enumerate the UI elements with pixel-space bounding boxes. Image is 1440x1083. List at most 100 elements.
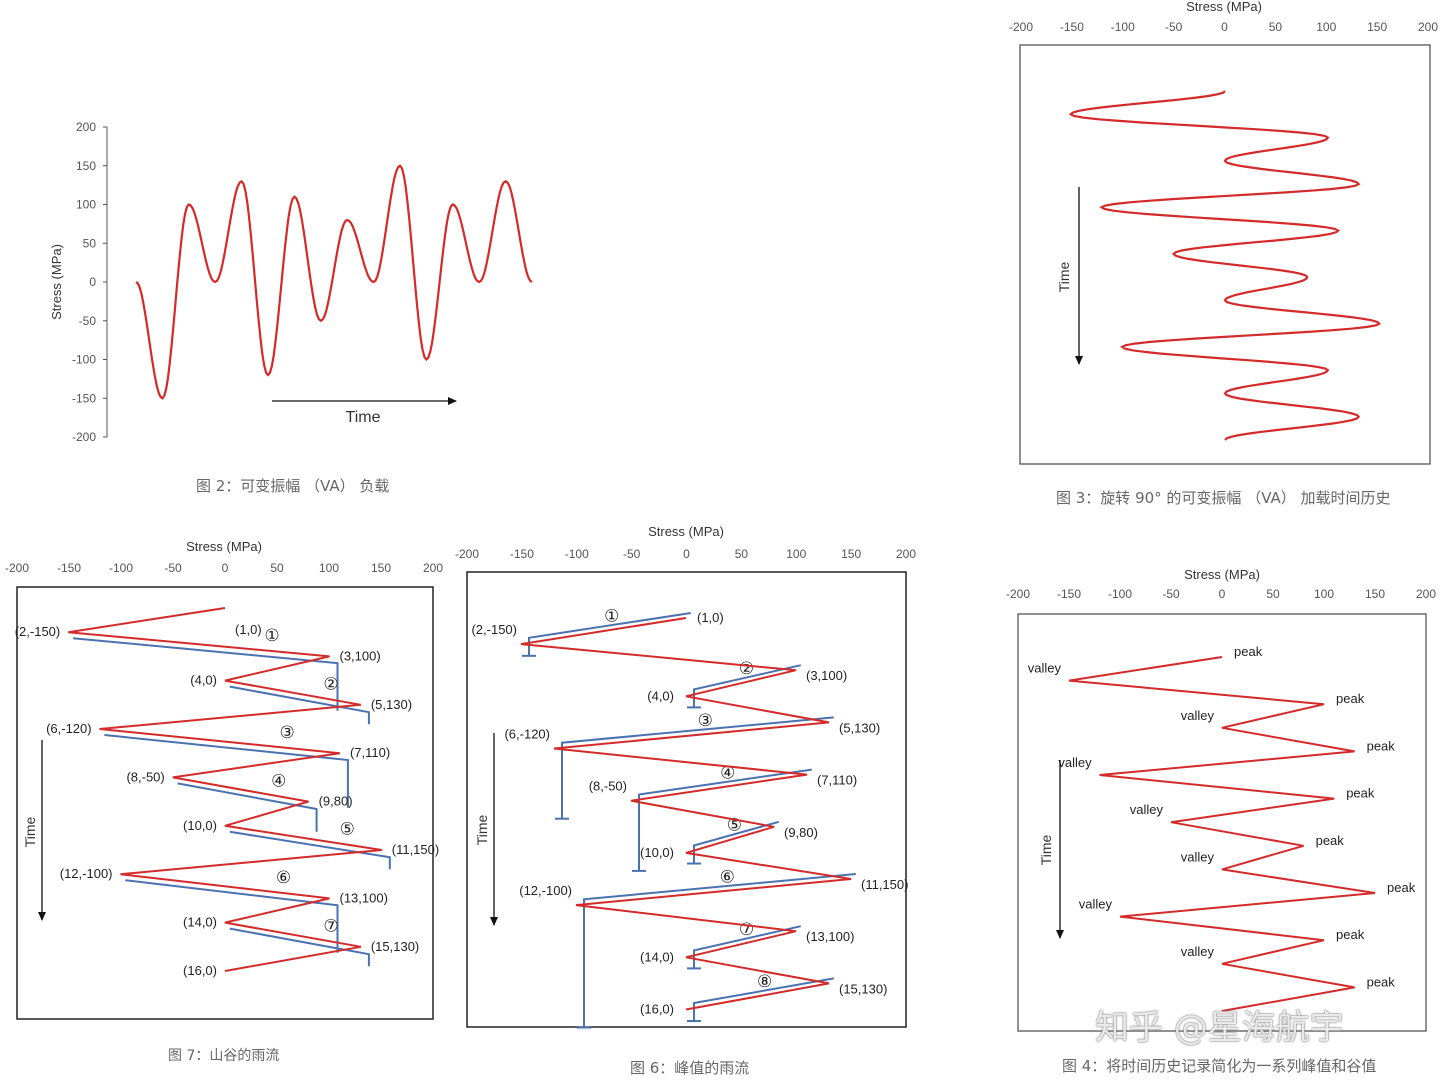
fig7-point-label: (12,-100) <box>60 866 113 881</box>
fig6-point-label: (1,0) <box>697 610 724 625</box>
fig6-cycle-number: ③ <box>698 711 713 730</box>
fig7-point-label: (10,0) <box>183 818 217 833</box>
fig7-rainflow-path <box>229 830 391 870</box>
fig6-tick-label: 100 <box>786 547 806 561</box>
fig6-cycle-number: ⑥ <box>720 868 735 887</box>
fig4-tick-label: 200 <box>1416 587 1436 601</box>
fig6-tick-label: 200 <box>896 547 916 561</box>
fig6-xlabel: Stress (MPa) <box>648 524 724 539</box>
fig7-point-label: (4,0) <box>190 673 217 688</box>
fig3-xlabel: Stress (MPa) <box>1186 0 1262 14</box>
fig3-series-line <box>1068 90 1382 441</box>
fig6-point-label: (2,-150) <box>471 622 517 637</box>
fig4-plot-frame <box>1017 613 1427 1032</box>
fig7-rainflow-paths: ① ② ③ ④ ⑤ ⑥ ⑦ <box>72 626 391 967</box>
fig4-tick-label: 100 <box>1314 587 1334 601</box>
fig6-rainflow-path <box>693 977 834 1021</box>
fig7-tick-label: -100 <box>109 561 133 575</box>
fig7-point-label: (5,130) <box>371 697 412 712</box>
fig6-point-label: (11,150) <box>861 877 908 892</box>
fig6-series-line <box>520 617 852 1011</box>
fig4-tick-label: 150 <box>1365 587 1385 601</box>
fig2-ylabel: Stress (MPa) <box>49 244 64 320</box>
fig7-tick-label: 50 <box>270 561 284 575</box>
fig7-point-label: (9,80) <box>319 794 353 809</box>
fig4-peak-label: peak <box>1316 833 1345 848</box>
fig3-x-ticks: -200 -150 -100 -50 0 50 100 150 200 <box>1009 20 1438 34</box>
fig6-plot-frame <box>466 571 907 1028</box>
fig2-tick-label: 150 <box>76 159 96 173</box>
fig7-ylabel: Time <box>22 816 38 847</box>
fig6-point-label: (8,-50) <box>589 779 627 794</box>
fig4-caption: 图 4：将时间历史记录简化为一系列峰值和谷值 <box>1062 1057 1377 1075</box>
fig7-point-label: (7,110) <box>350 745 390 760</box>
fig4-x-ticks: -200 -150 -100 -50 0 50 100 150 200 <box>1006 587 1436 601</box>
fig2-tick-label: 200 <box>76 120 96 134</box>
fig6-tick-label: -100 <box>565 547 589 561</box>
fig4-valley-label: valley <box>1028 661 1062 676</box>
fig6-rainflow-path <box>693 664 802 708</box>
fig4-tick-label: -100 <box>1108 587 1132 601</box>
fig4-series-line <box>1068 656 1376 1012</box>
watermark: 知乎 @星海航宇 <box>1095 1008 1344 1048</box>
fig2-tick-label: -50 <box>79 314 97 328</box>
fig7-point-label: (6,-120) <box>46 721 92 736</box>
fig6-x-ticks: -200 -150 -100 -50 0 50 100 150 200 <box>455 547 916 561</box>
fig6-cycle-number: ① <box>604 607 619 626</box>
fig7-rainflow-path <box>72 637 339 711</box>
fig6-caption: 图 6：峰值的雨流 <box>630 1059 750 1077</box>
fig4-valley-label: valley <box>1130 802 1164 817</box>
fig6-point-label: (10,0) <box>640 845 674 860</box>
fig2-tick-label: -150 <box>72 391 96 405</box>
fig7-rainflow-path <box>177 782 318 832</box>
fig4-peak-label: peak <box>1234 644 1263 659</box>
fig6-tick-label: 50 <box>735 547 749 561</box>
fig3-tick-label: 150 <box>1367 20 1387 34</box>
fig4-peak-label: peak <box>1346 786 1375 801</box>
fig7-series-line <box>68 607 382 972</box>
fig7-point-label: (16,0) <box>183 963 217 978</box>
fig6-tick-label: -200 <box>455 547 479 561</box>
fig7-point-label: (8,-50) <box>126 769 164 784</box>
fig4-tick-label: -50 <box>1162 587 1180 601</box>
fig3-tick-label: -150 <box>1060 20 1084 34</box>
fig7-rainflow-path <box>229 927 370 967</box>
fig2-tick-label: 50 <box>83 236 97 250</box>
fig3-tick-label: -50 <box>1165 20 1183 34</box>
fig2-xlabel: Time <box>346 409 381 426</box>
fig7-point-label: (15,130) <box>371 939 419 954</box>
fig4-tick-label: -200 <box>1006 587 1030 601</box>
fig3-tick-label: 200 <box>1418 20 1438 34</box>
fig4-chart: Stress (MPa) -200 -150 -100 -50 0 50 100 150 200… <box>1006 567 1436 1032</box>
fig7-x-ticks: -200 -150 -100 -50 0 50 100 150 200 <box>5 561 443 575</box>
fig4-tick-label: 50 <box>1266 587 1280 601</box>
fig2-tick-label: -200 <box>72 430 96 444</box>
fig7-cycle-number: ② <box>323 674 338 693</box>
fig4-tick-label: -150 <box>1057 587 1081 601</box>
fig3-tick-label: 50 <box>1269 20 1283 34</box>
fig6-point-label: (12,-100) <box>519 883 572 898</box>
fig4-peak-label: peak <box>1336 691 1365 706</box>
fig4-valley-label: valley <box>1181 708 1215 723</box>
fig7-point-label: (2,-150) <box>15 624 61 639</box>
fig6-point-label: (15,130) <box>839 981 887 996</box>
fig6-rainflow-path <box>528 612 691 656</box>
fig7-rainflow-path <box>104 734 349 808</box>
fig3-plot-frame <box>1019 44 1431 465</box>
fig3-tick-label: -100 <box>1111 20 1135 34</box>
fig2-chart: 200 150 100 50 0 -50 -100 -150 -200 Stress (MPa)… <box>49 120 533 444</box>
fig2-tick-label: 100 <box>76 198 96 212</box>
fig7-tick-label: 0 <box>222 561 229 575</box>
fig6-point-label: (14,0) <box>640 949 674 964</box>
fig6-point-label: (16,0) <box>640 1002 674 1017</box>
fig7-cycle-number: ⑦ <box>323 916 338 935</box>
fig4-valley-label: valley <box>1058 755 1092 770</box>
fig7-tick-label: 100 <box>319 561 339 575</box>
fig4-valley-label: valley <box>1079 897 1113 912</box>
fig6-rainflow-path <box>583 873 856 1028</box>
fig6-ylabel: Time <box>474 814 490 845</box>
fig6-cycle-number: ⑧ <box>757 972 772 991</box>
fig3-tick-label: 100 <box>1316 20 1336 34</box>
fig6-tick-label: 150 <box>841 547 861 561</box>
fig4-peak-valley-labels: peak valley peak valley peak valley peak valley… <box>1028 644 1416 989</box>
